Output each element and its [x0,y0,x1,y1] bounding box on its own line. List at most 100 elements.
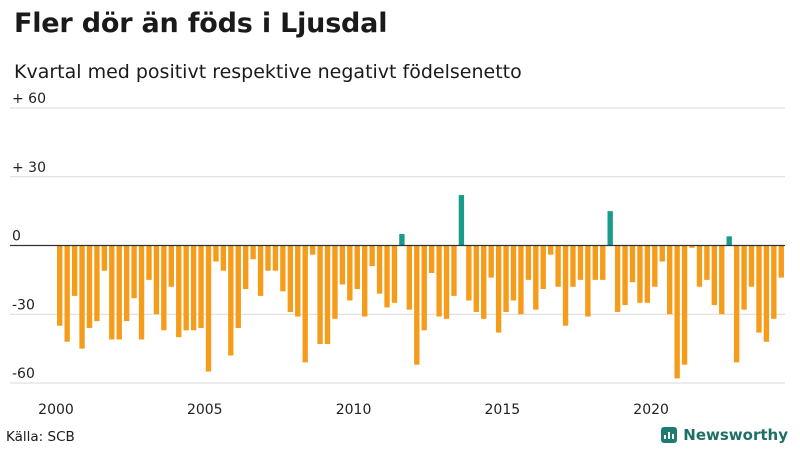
bar-negative [577,245,584,280]
bar-negative [116,245,122,340]
brand-logo: Newsworthy [661,426,788,444]
bar-negative [347,245,353,301]
bar-negative [614,245,621,312]
chart-subtitle: Kvartal med positivt respektive negativt… [14,61,522,83]
y-tick-label: -30 [12,297,35,313]
bar-negative [756,245,762,333]
bar-negative [681,245,688,365]
x-tick-label: 2005 [187,402,223,418]
bar-negative [57,245,63,326]
bar-negative [235,245,241,328]
bar-negative [652,245,658,287]
bar-negative [659,245,665,262]
brand-name: Newsworthy [683,426,788,444]
bar-negative [540,245,546,290]
bar-negative [168,245,174,287]
bar-negative [704,245,710,280]
bar-negative [324,245,331,345]
x-tick-label: 2015 [485,402,521,418]
bar-negative [183,245,189,331]
bar-negative [79,245,85,349]
y-axis: + 60 + 30 0 -30 -60 [12,91,46,382]
y-tick-label: -60 [12,366,35,382]
x-axis: 2000 2005 2010 2015 2020 [38,402,669,418]
bar-negative [161,245,167,331]
bar-negative [317,245,323,345]
bar-negative [64,245,70,342]
bar-negative [733,245,740,363]
bar-negative [220,245,227,271]
bar-negative [585,245,591,317]
bar-negative [667,245,673,315]
bar-negative [503,245,509,312]
bar-negative [376,245,383,294]
bar-negative [295,245,301,317]
source-note: Källa: SCB [6,429,75,445]
bar-negative [243,245,249,290]
bar-negative [309,245,316,255]
bar-negative [548,245,554,255]
bar-negative [339,245,346,285]
y-tick-label: + 60 [12,91,46,107]
bar-negative [570,245,576,287]
x-tick-label: 2010 [336,402,372,418]
bar-negative [86,245,93,328]
bar-negative [369,245,375,267]
bar-negative [332,245,338,319]
bar-negative [473,245,479,312]
y-tick-label: + 30 [12,160,46,176]
bar-negative [414,245,420,365]
bar-negative [763,245,770,342]
bar-negative [131,245,137,299]
bar-negative [228,245,234,356]
bar-negative [466,245,472,301]
bar-negative [741,245,747,310]
bar-negative [622,245,628,306]
bar-negative [198,245,204,328]
bar-negative [190,245,197,331]
bar-negative [637,245,643,303]
chart-title: Fler dör än föds i Ljusdal [14,8,388,39]
bar-negative [778,245,784,278]
bar-positive [726,236,732,246]
bar-negative [771,245,777,319]
bar-negative [123,245,130,322]
bar-negative [146,245,152,280]
bar-negative [101,245,108,271]
bar-negative [428,245,435,273]
bars [57,195,784,379]
bar-negative [153,245,160,315]
bar-negative [510,245,517,301]
bar-negative [280,245,286,292]
bar-negative [421,245,427,331]
x-tick-label: 2020 [633,402,669,418]
bar-negative [555,245,561,287]
bar-negative [481,245,487,319]
bar-negative [748,245,755,287]
bar-negative [138,245,145,340]
bar-negative [406,245,413,310]
bar-negative [525,245,532,280]
bar-negative [711,245,718,306]
bar-negative [629,245,636,283]
bar-negative [592,245,598,280]
bar-negative [518,245,524,315]
chart-bars-icon [661,427,678,443]
bar-negative [362,245,368,317]
bar-negative [205,245,212,372]
bar-negative [719,245,725,315]
bar-negative [272,245,279,271]
bar-negative [600,245,606,280]
bar-negative [250,245,256,260]
bar-negative [109,245,115,340]
bar-negative [451,245,457,296]
bar-negative [644,245,651,303]
y-tick-label: 0 [12,229,21,245]
bar-negative [94,245,100,322]
bar-positive [607,211,613,246]
bar-negative [488,245,494,278]
bar-negative [287,245,293,312]
bar-negative [213,245,219,262]
bar-negative [495,245,502,333]
